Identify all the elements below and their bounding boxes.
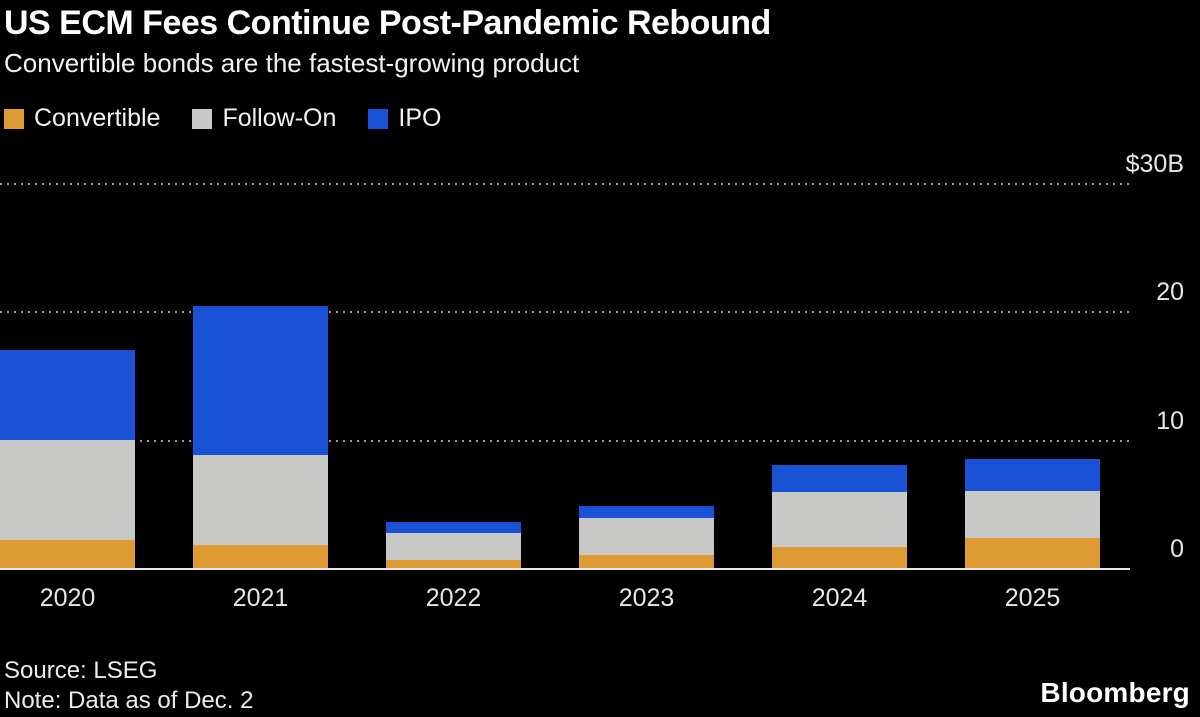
chart-subtitle: Convertible bonds are the fastest-growin… xyxy=(4,48,580,78)
legend-label-ipo: IPO xyxy=(398,104,442,132)
bar-segment-follow-on-2023 xyxy=(579,517,714,556)
x-axis-label-2023: 2023 xyxy=(618,584,675,612)
bar-segment-ipo-2021 xyxy=(193,306,328,456)
legend-item-ipo: IPO xyxy=(368,104,441,133)
x-axis-label-2024: 2024 xyxy=(811,584,868,612)
bar-segment-ipo-2022 xyxy=(386,521,521,534)
bar-segment-follow-on-2021 xyxy=(193,455,328,545)
legend-label-convertible: Convertible xyxy=(34,104,161,132)
data-note: Note: Data as of Dec. 2 xyxy=(4,687,254,714)
legend-swatch-convertible xyxy=(4,108,24,129)
bar-segment-convertible-2025 xyxy=(965,538,1100,568)
source-note: Source: LSEG xyxy=(4,657,158,684)
x-axis-label-2025: 2025 xyxy=(1004,584,1061,612)
x-axis-label-2021: 2021 xyxy=(232,584,289,612)
bar-segment-convertible-2023 xyxy=(579,555,714,568)
bar-segment-follow-on-2022 xyxy=(386,533,521,561)
bar-segment-convertible-2020 xyxy=(0,539,135,568)
gridline-20 xyxy=(0,311,1130,314)
bar-segment-ipo-2024 xyxy=(772,465,907,493)
bar-segment-convertible-2021 xyxy=(193,544,328,568)
legend-label-follow-on: Follow-On xyxy=(222,104,337,132)
y-axis-label-30: $30B xyxy=(1125,150,1184,178)
y-axis-label-0: 0 xyxy=(1170,535,1184,563)
bar-segment-follow-on-2024 xyxy=(772,492,907,548)
chart-title: US ECM Fees Continue Post-Pandemic Rebou… xyxy=(4,4,771,42)
y-axis-label-20: 20 xyxy=(1156,278,1184,307)
legend-item-follow-on: Follow-On xyxy=(192,104,336,133)
bar-segment-convertible-2022 xyxy=(386,560,521,568)
legend-swatch-ipo xyxy=(368,108,389,129)
x-axis-label-2020: 2020 xyxy=(39,584,96,612)
bloomberg-logo: Bloomberg xyxy=(1040,677,1190,708)
x-axis-label-2022: 2022 xyxy=(425,584,482,612)
legend-item-convertible: Convertible xyxy=(4,104,160,133)
gridline-30 xyxy=(0,183,1130,185)
bar-segment-ipo-2023 xyxy=(579,506,714,518)
bar-segment-ipo-2020 xyxy=(0,349,135,440)
bar-segment-ipo-2025 xyxy=(965,458,1100,491)
bar-segment-convertible-2024 xyxy=(772,547,907,568)
gridline-10 xyxy=(0,439,1130,442)
legend-swatch-follow-on xyxy=(192,108,213,129)
y-axis-label-10: 10 xyxy=(1156,406,1184,435)
bar-segment-follow-on-2020 xyxy=(0,439,135,540)
bar-segment-follow-on-2025 xyxy=(965,491,1100,539)
x-axis-line xyxy=(0,568,1130,570)
footer: Source: LSEG Note: Data as of Dec. 2 xyxy=(4,656,253,716)
legend: Convertible Follow-On IPO xyxy=(4,104,441,133)
